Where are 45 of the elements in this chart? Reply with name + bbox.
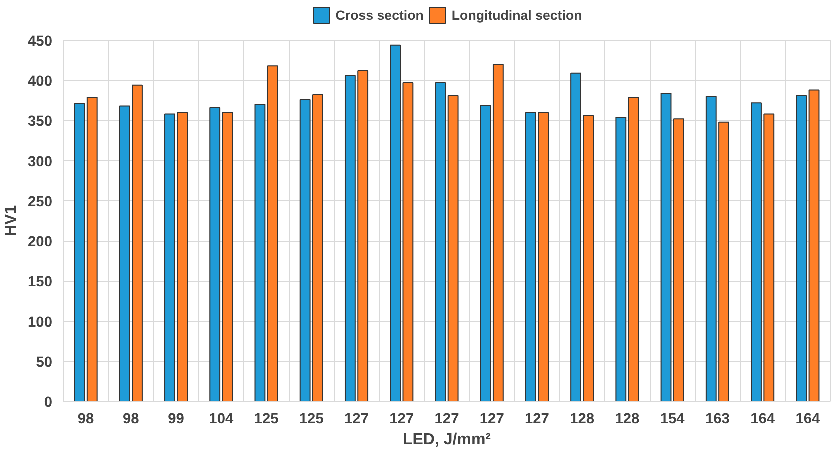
y-tick-label: 0	[44, 395, 53, 411]
bar	[254, 104, 266, 402]
x-tick-label: 128	[570, 412, 595, 428]
x-tick-label: 127	[480, 412, 504, 428]
bar	[796, 95, 808, 402]
bar	[267, 66, 278, 402]
x-tick-label: 163	[705, 412, 730, 428]
bar	[616, 117, 627, 402]
bar	[448, 95, 459, 402]
x-tick-label: 127	[390, 412, 414, 428]
x-tick-label: 125	[299, 412, 324, 428]
x-tick-label: 125	[254, 412, 279, 428]
x-tick-label: 154	[660, 412, 686, 428]
x-axis-title: LED, J/mm²	[402, 432, 492, 448]
bar	[222, 112, 234, 402]
x-tick-label: 164	[796, 412, 822, 428]
bar	[435, 82, 446, 402]
x-tick-label: 104	[209, 412, 234, 428]
x-tick-label: 128	[615, 412, 640, 428]
bar	[74, 103, 86, 402]
y-tick-label: 400	[28, 74, 53, 90]
x-tick-label: 99	[168, 412, 184, 428]
x-tick-label: 127	[525, 412, 550, 428]
y-tick-label: 150	[28, 274, 53, 291]
bar	[86, 96, 98, 402]
y-tick-label: 350	[28, 114, 53, 130]
x-tick-label: 98	[123, 412, 140, 428]
y-tick-label: 50	[36, 354, 53, 371]
x-tick-label: 164	[750, 412, 776, 428]
y-tick-label: 250	[28, 194, 53, 210]
x-tick-label: 127	[344, 412, 370, 428]
x-tick-label: 127	[434, 412, 460, 428]
bar	[673, 118, 684, 402]
bar	[808, 90, 820, 402]
y-axis-title: HV1	[3, 205, 20, 237]
y-tick-label: 300	[28, 154, 53, 170]
bar	[210, 107, 221, 402]
y-tick-label: 450	[28, 34, 53, 50]
bar	[628, 96, 640, 402]
legend-label: Longitudinal section	[452, 8, 582, 22]
x-tick-label: 98	[78, 412, 94, 428]
legend-label: Cross section	[336, 8, 424, 22]
y-tick-label: 200	[28, 234, 53, 251]
y-tick-label: 100	[28, 314, 53, 331]
bar	[660, 92, 672, 402]
